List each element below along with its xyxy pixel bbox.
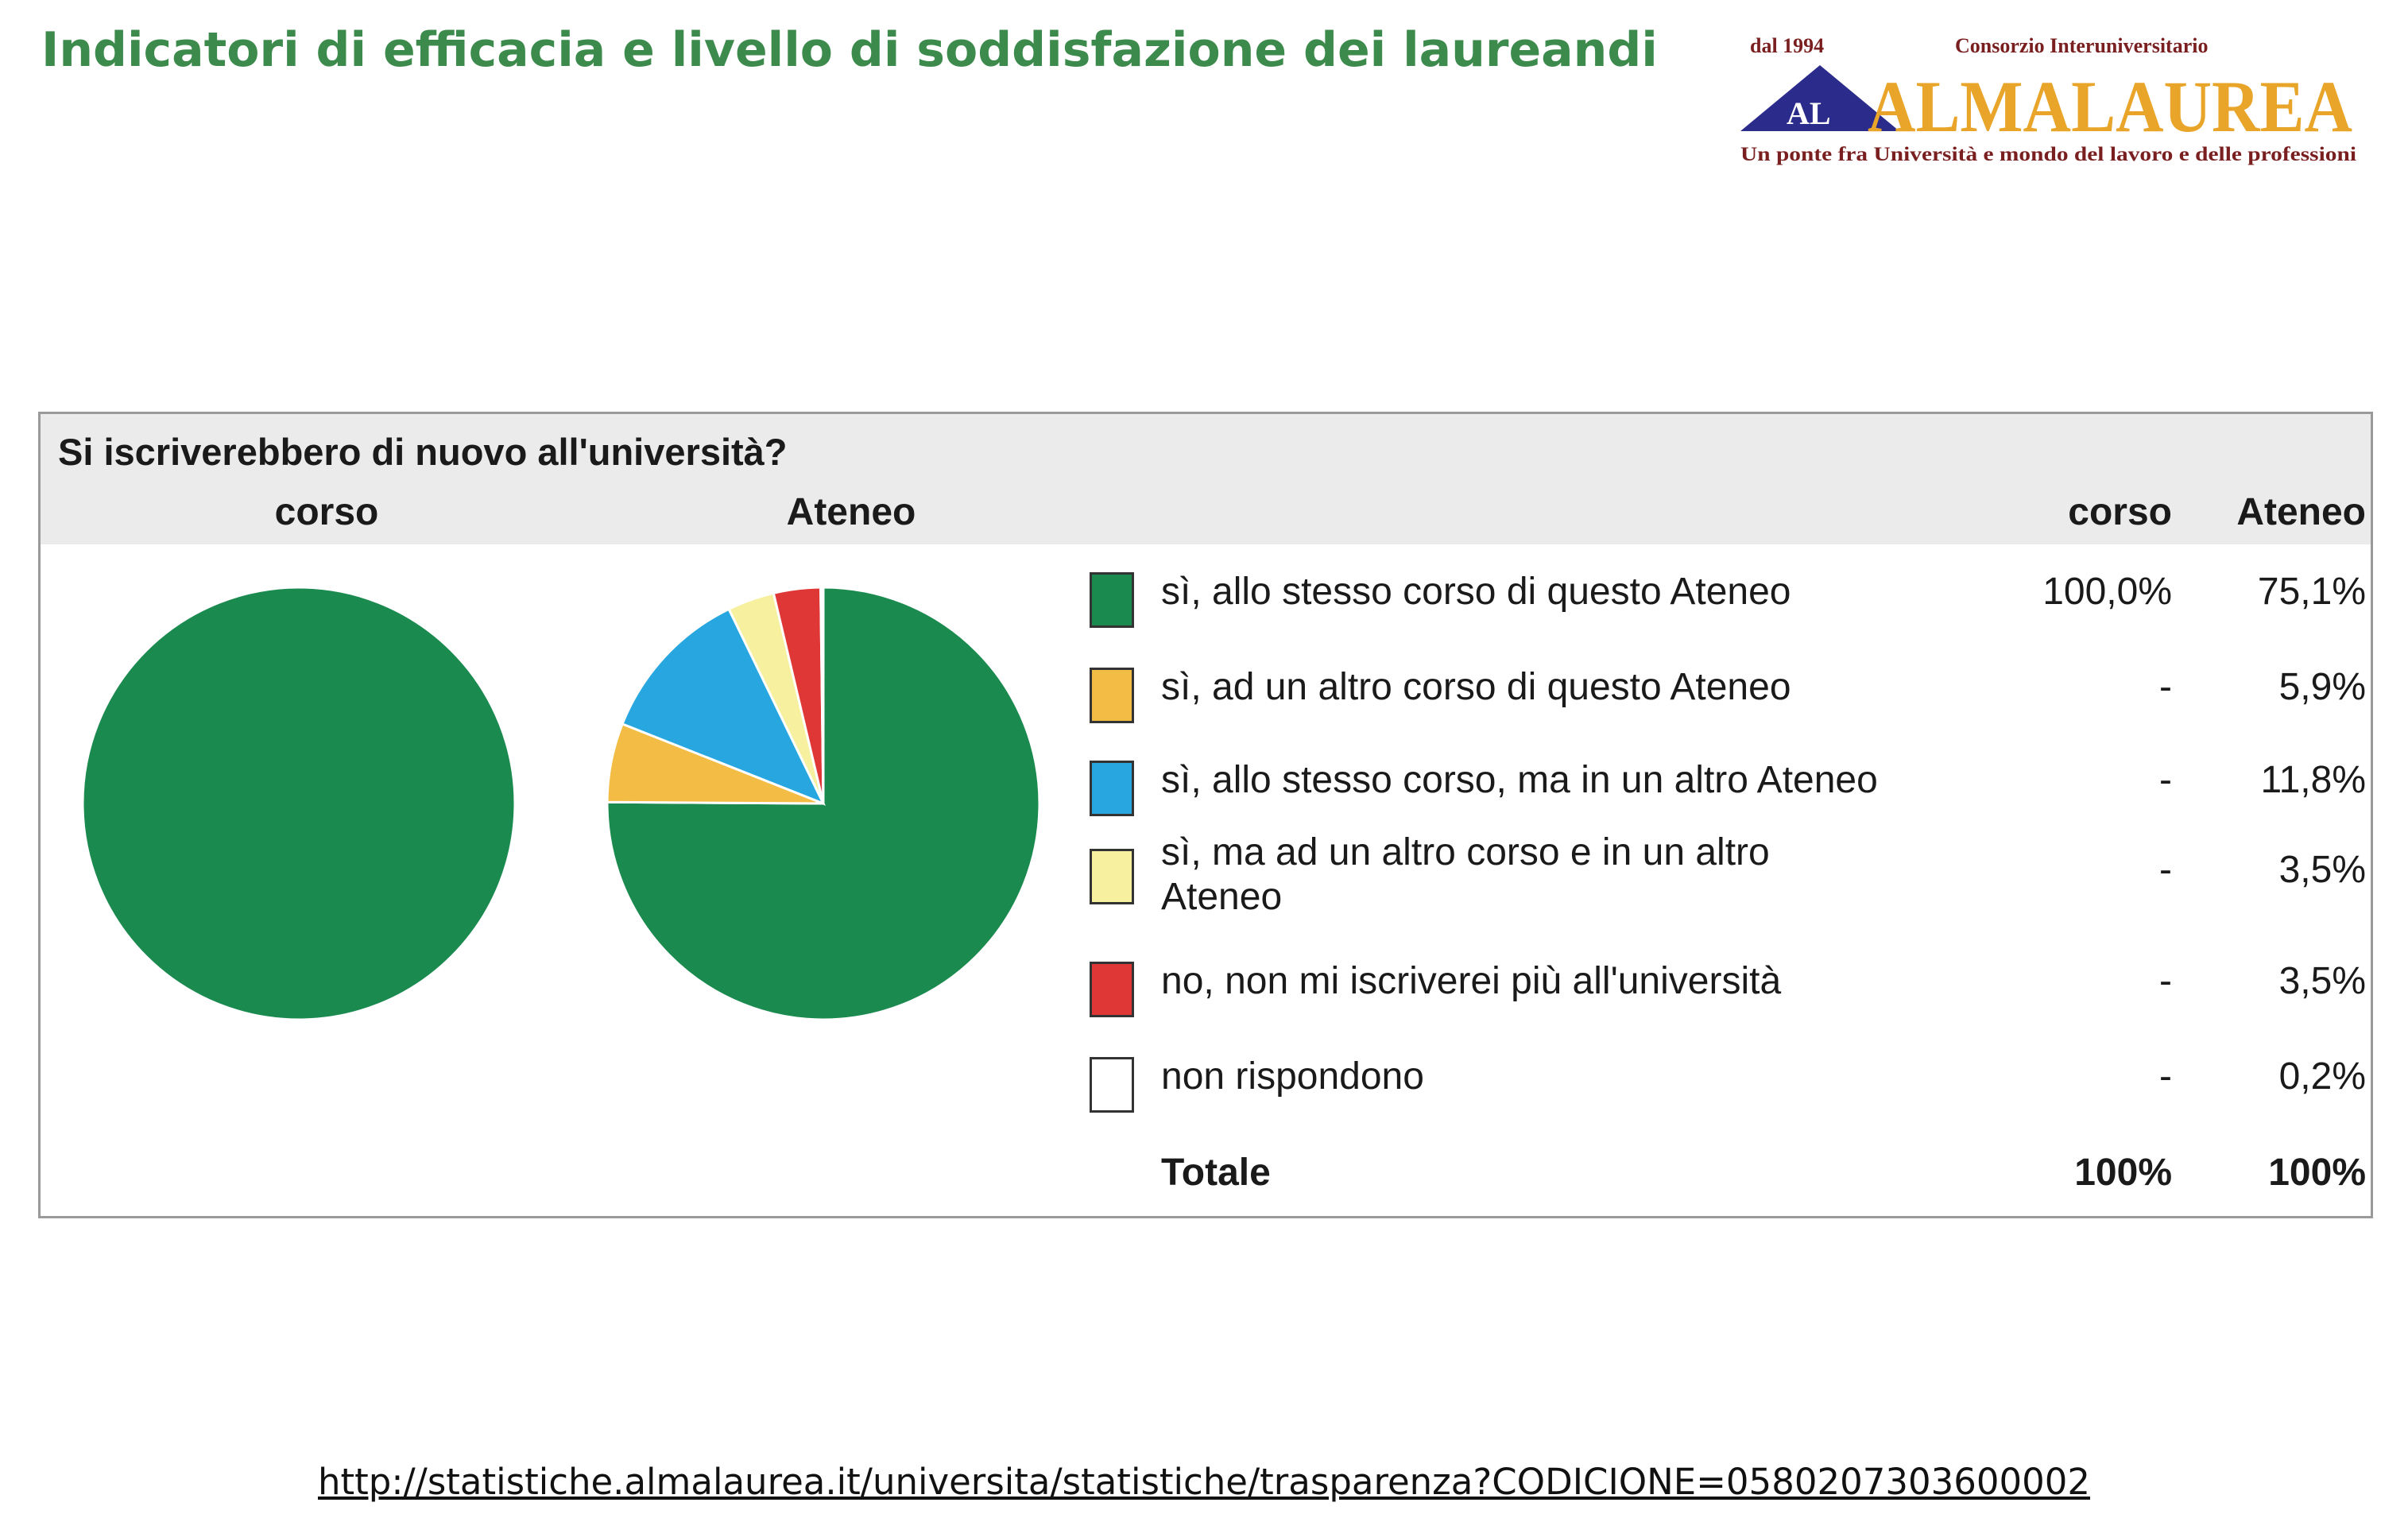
legend-swatch <box>1090 572 1134 628</box>
column-header-ateneo: Ateneo <box>2236 491 2366 533</box>
legend-swatch <box>1090 761 1134 816</box>
almalaurea-logo: dal 1994 Consorzio Interuniversitario AL… <box>1740 34 2356 165</box>
legend-label: sì, allo stesso corso di questo Ateneo <box>1161 571 1791 613</box>
value-corso: 100,0% <box>2042 571 2172 613</box>
legend-swatch <box>1090 668 1134 723</box>
pie-slice <box>621 607 827 806</box>
logo-since: dal 1994 <box>1750 34 1824 57</box>
value-corso: - <box>2159 666 2172 708</box>
panel-header <box>41 414 2371 544</box>
total-corso: 100% <box>2074 1152 2172 1194</box>
logo-consortium: Consorzio Interuniversitario <box>1955 34 2208 57</box>
legend-label: sì, ad un altro corso di questo Ateneo <box>1161 666 1791 708</box>
logo-triangle-icon <box>1740 65 1899 131</box>
pie-label-ateneo: Ateneo <box>786 491 916 533</box>
column-header-corso: corso <box>2068 491 2172 533</box>
page-title: Indicatori di efficacia e livello di sod… <box>41 22 1658 78</box>
legend-label: non rispondono <box>1161 1055 1424 1098</box>
value-ateneo: 11,8% <box>2260 759 2366 801</box>
legend-swatch <box>1090 1057 1134 1113</box>
pie-slice <box>819 586 825 804</box>
value-corso: - <box>2159 960 2172 1002</box>
pie-slice <box>81 586 517 1021</box>
value-ateneo: 3,5% <box>2278 960 2366 1002</box>
value-ateneo: 75,1% <box>2257 571 2366 613</box>
value-ateneo: 5,9% <box>2278 666 2366 708</box>
logo-monogram: AL <box>1787 95 1831 131</box>
pie-slice <box>606 586 1041 1021</box>
pie-chart-ateneo <box>606 586 1041 1021</box>
legend-swatch <box>1090 962 1134 1017</box>
source-link[interactable]: http://statistiche.almalaurea.it/univers… <box>317 1461 2091 1503</box>
total-label: Totale <box>1161 1152 1271 1194</box>
legend-label: sì, ma ad un altro corso e in un altro A… <box>1161 831 1770 918</box>
total-ateneo: 100% <box>2268 1152 2366 1194</box>
legend-label: sì, allo stesso corso, ma in un altro At… <box>1161 759 1878 801</box>
value-corso: - <box>2159 849 2172 891</box>
legend-label: no, non mi iscriverei più all'università <box>1161 960 1782 1002</box>
legend-swatch <box>1090 849 1134 904</box>
logo-tagline: Un ponte fra Università e mondo del lavo… <box>1740 144 2356 165</box>
value-corso: - <box>2159 759 2172 801</box>
pie-chart-corso <box>81 586 517 1021</box>
logo-name: ALMALAUREA <box>1868 66 2352 147</box>
value-ateneo: 3,5% <box>2278 849 2366 891</box>
chart-panel: Si iscriverebbero di nuovo all'universit… <box>38 412 2373 1218</box>
value-ateneo: 0,2% <box>2278 1055 2366 1098</box>
chart-title: Si iscriverebbero di nuovo all'universit… <box>58 431 788 473</box>
pie-label-corso: corso <box>274 491 379 533</box>
value-corso: - <box>2159 1055 2172 1098</box>
